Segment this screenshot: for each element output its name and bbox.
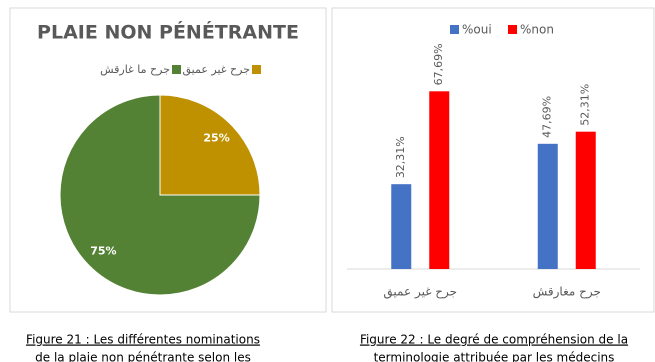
figure-caption: Figure 21 : Les différentes nominations xyxy=(26,333,260,347)
bar xyxy=(537,143,558,269)
x-tick-label: جرح غير عميق xyxy=(383,285,457,300)
figure-caption: de la plaie non pénétrante selon les xyxy=(35,351,251,362)
data-label: 25% xyxy=(203,131,229,144)
chart-frame xyxy=(331,7,655,313)
chart-title: PLAIE NON PÉNÉTRANTE xyxy=(37,21,299,44)
legend-label: %oui xyxy=(462,23,492,37)
figure-caption: Figure 22 : Le degré de compréhension de… xyxy=(360,333,628,347)
data-label: 67,69% xyxy=(432,43,445,85)
bar xyxy=(575,131,596,269)
bar xyxy=(429,91,450,269)
legend-label: جرح ما غارقش xyxy=(100,63,170,76)
legend-swatch xyxy=(252,65,261,74)
data-label: 47,69% xyxy=(541,96,554,138)
legend-swatch xyxy=(508,25,517,34)
pie-slice xyxy=(59,94,261,296)
data-label: 75% xyxy=(90,245,116,258)
legend-label: جرح غير عميق xyxy=(182,63,250,77)
pie-slice xyxy=(159,94,261,196)
legend-swatch xyxy=(450,25,459,34)
x-tick-label: جرح مغارقش xyxy=(533,285,601,300)
figure-caption: terminologie attribuée par les médecins xyxy=(374,351,615,362)
legend-label: %non xyxy=(520,23,554,37)
legend-swatch xyxy=(172,65,181,74)
bar xyxy=(391,184,412,269)
data-label: 52,31% xyxy=(579,84,592,126)
data-label: 32,31% xyxy=(394,136,407,178)
